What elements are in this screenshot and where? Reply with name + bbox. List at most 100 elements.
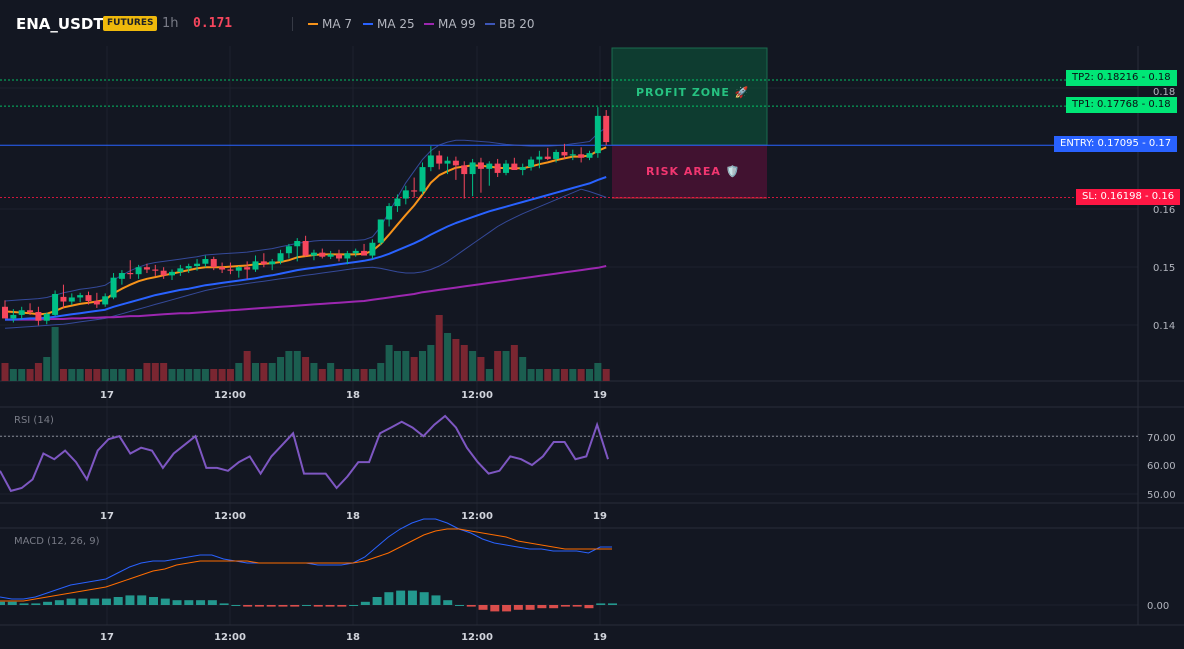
- entry-label[interactable]: ENTRY: 0.17095 - 0.17: [1054, 136, 1178, 152]
- candle-body: [127, 273, 134, 275]
- candle-body: [110, 277, 117, 298]
- volume-bar: [385, 345, 393, 381]
- macd-hist-bar: [0, 601, 5, 605]
- volume-bar: [293, 351, 301, 381]
- legend-ma25[interactable]: MA 25: [363, 17, 415, 31]
- profit-zone-label: PROFIT ZONE 🚀: [636, 86, 750, 99]
- volume-bar: [176, 369, 184, 381]
- candle-body: [528, 159, 535, 168]
- macd-hist-bar: [101, 598, 111, 605]
- legend-ma7[interactable]: MA 7: [308, 17, 352, 31]
- candle-body: [361, 250, 368, 256]
- macd-hist-bar: [549, 605, 559, 609]
- volume-bar: [577, 369, 585, 381]
- candle-body: [210, 259, 217, 268]
- tp2-label[interactable]: TP2: 0.18216 - 0.18: [1066, 70, 1177, 86]
- rsi-pane: [0, 414, 1138, 493]
- volume-bar: [243, 351, 251, 381]
- candle-body: [469, 162, 476, 175]
- volume-bar: [360, 369, 368, 381]
- ma7-swatch: [308, 22, 318, 25]
- candle-body: [352, 250, 359, 254]
- volume-bar: [477, 357, 485, 381]
- volume-bar: [218, 369, 226, 381]
- trade-levels: [0, 79, 1138, 198]
- candle-body: [486, 163, 493, 169]
- volume-bar: [402, 351, 410, 381]
- candle-body: [77, 295, 84, 298]
- candle-body: [194, 263, 201, 267]
- volume-bar: [1, 363, 9, 381]
- sl-label[interactable]: SL: 0.16198 - 0.16: [1076, 189, 1181, 205]
- volume-bar: [277, 357, 285, 381]
- ma25-swatch: [363, 22, 373, 25]
- time-tick: 12:00: [461, 511, 493, 522]
- volume-bar: [260, 363, 268, 381]
- candle-body: [269, 261, 276, 265]
- volume-bar: [343, 369, 351, 381]
- candle-body: [93, 300, 100, 305]
- volume-bar: [268, 363, 276, 381]
- candle-body: [377, 219, 384, 243]
- volume-bar: [393, 351, 401, 381]
- candle-body: [444, 160, 451, 164]
- macd-hist-bar: [337, 605, 347, 607]
- volume-bar: [193, 369, 201, 381]
- candle-body: [285, 246, 292, 254]
- candle-body: [85, 295, 92, 301]
- macd-hist-bar: [278, 605, 288, 607]
- ma99-swatch: [424, 22, 434, 25]
- candle-body: [594, 115, 601, 154]
- volume-bar: [452, 339, 460, 381]
- candle-body: [260, 261, 267, 265]
- candle-body: [394, 198, 401, 207]
- macd-hist-bar: [325, 605, 335, 607]
- last-price: 0.171: [193, 16, 233, 31]
- macd-hist-bar: [254, 605, 264, 607]
- candle-body: [386, 206, 393, 220]
- volume-bar: [210, 369, 218, 381]
- symbol-name[interactable]: ENA_USDT: [16, 15, 104, 33]
- price-tick: 0.14: [1153, 321, 1175, 332]
- macd-hist-bar: [113, 597, 123, 605]
- macd-hist-bar: [455, 605, 464, 606]
- volume-bar: [51, 327, 59, 381]
- macd-hist-bar: [372, 597, 382, 605]
- header-divider: [292, 17, 293, 31]
- candle-body: [519, 167, 526, 171]
- interval-selector[interactable]: 1h: [162, 16, 179, 31]
- macd-hist-bar: [384, 592, 394, 605]
- candle-body: [169, 271, 175, 276]
- volume-bar: [502, 351, 510, 381]
- volume-bar: [377, 363, 385, 381]
- volume-bar: [226, 369, 234, 381]
- volume-bar: [110, 369, 118, 381]
- legend-ma99[interactable]: MA 99: [424, 17, 476, 31]
- macd-hist-bar: [349, 605, 359, 606]
- tp1-label[interactable]: TP1: 0.17768 - 0.18: [1066, 97, 1177, 113]
- time-tick: 18: [346, 390, 360, 401]
- volume-bar: [151, 363, 159, 381]
- rsi-title: RSI (14): [14, 415, 54, 426]
- macd-hist-bar: [313, 605, 323, 607]
- candle-body: [152, 269, 159, 271]
- macd-hist-bar: [196, 600, 206, 605]
- candle-body: [461, 165, 468, 175]
- volume-bar: [143, 363, 151, 381]
- axes: 0.18 0.16 0.15 0.14 70.00 60.00 50.00 0.00 17 12:…: [100, 87, 1176, 643]
- volume-bar: [34, 363, 42, 381]
- candle-body: [569, 154, 576, 156]
- time-tick: 12:00: [461, 632, 493, 643]
- time-tick: 18: [346, 511, 360, 522]
- rsi-tick: 70.00: [1147, 433, 1176, 444]
- legend-bb20[interactable]: BB 20: [485, 17, 535, 31]
- candle-body: [35, 312, 42, 321]
- macd-hist-bar: [419, 592, 429, 605]
- macd-hist-bar: [43, 601, 53, 605]
- candle-body: [553, 151, 560, 159]
- futures-badge: FUTURES: [103, 16, 158, 31]
- macd-hist-bar: [572, 605, 582, 607]
- macd-hist-bar: [478, 605, 488, 610]
- bb-lower-line: [4, 188, 607, 329]
